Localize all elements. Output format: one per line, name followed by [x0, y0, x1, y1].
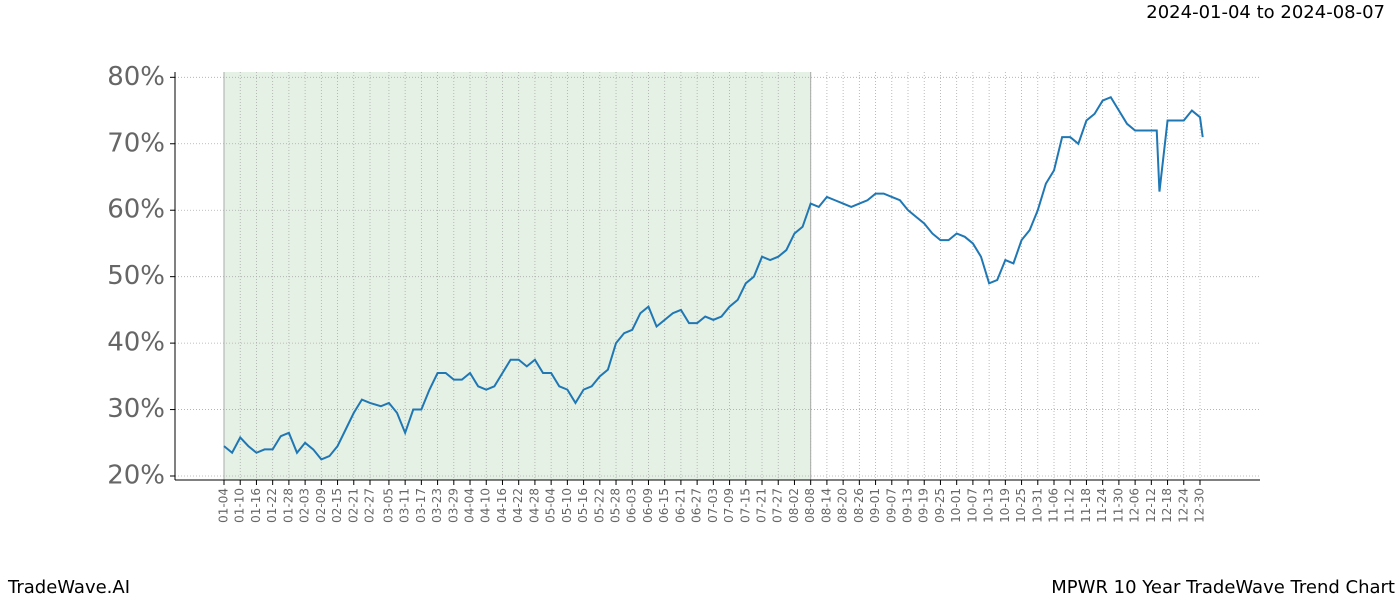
x-tick-label: 04-28: [527, 488, 541, 523]
x-tick-label: 07-09: [722, 488, 736, 523]
x-tick-label: 01-28: [281, 488, 295, 523]
x-tick-label: 10-19: [998, 488, 1012, 523]
x-tick-label: 03-23: [430, 488, 444, 523]
x-tick-label: 04-16: [495, 488, 509, 523]
x-tick-label: 01-10: [233, 488, 247, 523]
x-tick-label: 08-08: [803, 488, 817, 523]
x-tick-label: 03-17: [414, 488, 428, 523]
x-tick-label: 11-30: [1111, 488, 1125, 523]
date-range: 2024-01-04 to 2024-08-07: [1146, 2, 1385, 23]
x-tick-label: 10-25: [1014, 488, 1028, 523]
x-tick-label: 12-18: [1160, 488, 1174, 523]
x-tick-label: 03-05: [381, 488, 395, 523]
x-tick-label: 06-21: [673, 488, 687, 523]
y-tick-label: 70%: [107, 128, 165, 158]
y-tick-label: 80%: [107, 62, 165, 92]
x-tick-label: 07-21: [755, 488, 769, 523]
x-tick-label: 04-10: [479, 488, 493, 523]
x-tick-label: 02-03: [298, 488, 312, 523]
x-tick-label: 09-13: [901, 488, 915, 523]
x-tick-label: 12-12: [1144, 488, 1158, 523]
x-tick-label: 07-27: [771, 488, 785, 523]
x-tick-label: 03-11: [398, 488, 412, 523]
y-tick-label: 50%: [107, 261, 165, 291]
y-tick-label: 30%: [107, 394, 165, 424]
x-tick-label: 12-24: [1176, 488, 1190, 523]
x-tick-label: 10-31: [1030, 488, 1044, 523]
x-tick-label: 05-10: [560, 488, 574, 523]
x-tick-label: 11-12: [1063, 488, 1077, 523]
x-tick-label: 02-09: [314, 488, 328, 523]
x-tick-label: 09-25: [933, 488, 947, 523]
x-tick-label: 01-04: [217, 488, 231, 523]
x-tick-label: 02-15: [330, 488, 344, 523]
x-tick-label: 06-27: [690, 488, 704, 523]
chart-title: MPWR 10 Year TradeWave Trend Chart: [1051, 577, 1395, 598]
x-tick-label: 12-30: [1193, 488, 1207, 523]
x-tick-label: 09-07: [884, 488, 898, 523]
x-tick-label: 05-28: [609, 488, 623, 523]
x-tick-label: 11-18: [1079, 488, 1093, 523]
x-tick-label: 06-03: [625, 488, 639, 523]
x-tick-label: 06-15: [657, 488, 671, 523]
x-tick-label: 03-29: [446, 488, 460, 523]
shade-region: [224, 72, 811, 480]
brand: TradeWave.AI: [7, 577, 130, 598]
x-tick-label: 01-22: [265, 488, 279, 523]
x-tick-label: 08-14: [819, 488, 833, 523]
trend-line: [223, 96, 1204, 461]
y-tick-label: 60%: [107, 195, 165, 225]
x-tick-label: 10-13: [982, 488, 996, 523]
x-tick-label: 05-16: [576, 488, 590, 523]
x-tick-label: 12-06: [1128, 488, 1142, 523]
y-tick-label: 20%: [107, 461, 165, 491]
x-tick-label: 08-20: [836, 488, 850, 523]
x-tick-label: 08-26: [852, 488, 866, 523]
x-tick-label: 04-22: [511, 488, 525, 523]
x-tick-label: 07-15: [738, 488, 752, 523]
x-tick-label: 09-01: [868, 488, 882, 523]
x-tick-label: 11-06: [1047, 488, 1061, 523]
x-tick-label: 05-22: [592, 488, 606, 523]
x-tick-label: 05-04: [544, 488, 558, 523]
x-tick-label: 08-02: [787, 488, 801, 523]
x-tick-label: 09-19: [917, 488, 931, 523]
x-tick-label: 10-01: [949, 488, 963, 523]
y-tick-label: 40%: [107, 328, 165, 358]
x-tick-label: 01-16: [249, 488, 263, 523]
x-tick-label: 04-04: [463, 488, 477, 523]
x-tick-label: 06-09: [641, 488, 655, 523]
x-tick-label: 02-27: [362, 488, 376, 523]
x-tick-label: 10-07: [965, 488, 979, 523]
x-tick-label: 02-21: [346, 488, 360, 523]
x-tick-label: 07-03: [706, 488, 720, 523]
x-tick-label: 11-24: [1095, 488, 1109, 523]
